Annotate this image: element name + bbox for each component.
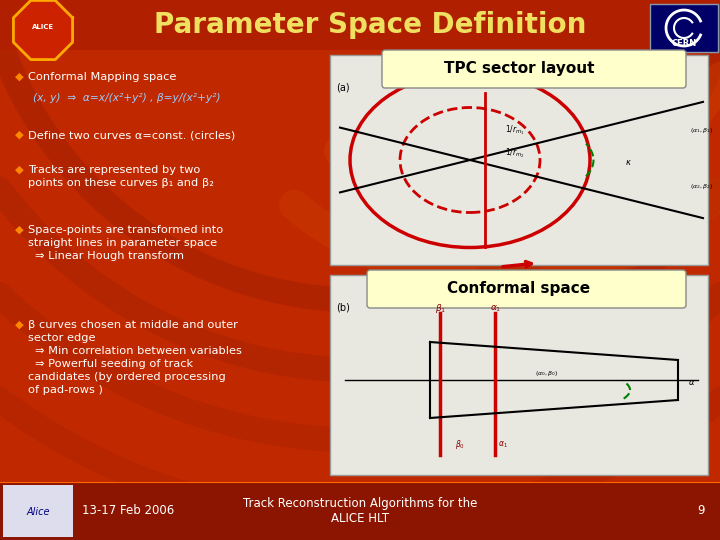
Text: $\beta_1$: $\beta_1$	[435, 302, 446, 315]
Text: Alice: Alice	[26, 507, 50, 517]
Text: Track Reconstruction Algorithms for the
ALICE HLT: Track Reconstruction Algorithms for the …	[243, 497, 477, 525]
Bar	[650, 4, 718, 52]
Text: $\alpha_1$: $\alpha_1$	[490, 304, 501, 314]
Bar	[3, 485, 73, 537]
Text: Space-points are transformed into: Space-points are transformed into	[28, 225, 223, 235]
Text: ⇒ Linear Hough transform: ⇒ Linear Hough transform	[35, 251, 184, 261]
Text: $\beta_0$: $\beta_0$	[455, 438, 465, 451]
Text: β curves chosen at middle and outer: β curves chosen at middle and outer	[28, 320, 238, 330]
Bar	[0, 0, 720, 50]
FancyBboxPatch shape	[382, 50, 686, 88]
Text: ◆: ◆	[15, 320, 24, 330]
Text: ⇒ Powerful seeding of track: ⇒ Powerful seeding of track	[35, 359, 193, 369]
Polygon shape	[14, 1, 73, 59]
Text: Conformal Mapping space: Conformal Mapping space	[28, 72, 176, 82]
Bar	[330, 55, 708, 265]
Text: (x, y)  ⇒  α=x/(x²+y²) , β=y/(x²+y²): (x, y) ⇒ α=x/(x²+y²) , β=y/(x²+y²)	[33, 93, 220, 103]
Text: (b): (b)	[336, 302, 350, 312]
FancyBboxPatch shape	[367, 270, 686, 308]
Text: $1/r_{m_2}$: $1/r_{m_2}$	[505, 146, 525, 159]
Text: ◆: ◆	[15, 225, 24, 235]
Text: of pad-rows ): of pad-rows )	[28, 385, 103, 395]
Text: $(\alpha_1,\beta_1)$: $(\alpha_1,\beta_1)$	[690, 126, 714, 135]
Text: ALICE: ALICE	[32, 24, 54, 30]
Text: ◆: ◆	[15, 72, 24, 82]
Text: CERN: CERN	[671, 38, 697, 48]
Text: sector edge: sector edge	[28, 333, 96, 343]
Text: straight lines in parameter space: straight lines in parameter space	[28, 238, 217, 248]
Text: $1/r_{m_1}$: $1/r_{m_1}$	[505, 123, 525, 137]
Text: TPC sector layout: TPC sector layout	[444, 60, 594, 76]
Text: $\alpha$: $\alpha$	[688, 378, 696, 387]
Text: points on these curves β₁ and β₂: points on these curves β₁ and β₂	[28, 178, 214, 188]
Text: 13-17 Feb 2006: 13-17 Feb 2006	[82, 504, 174, 517]
Bar	[0, 482, 720, 540]
Text: 9: 9	[698, 504, 705, 517]
Text: $(\alpha_0,\beta_0)$: $(\alpha_0,\beta_0)$	[535, 369, 559, 378]
Text: ◆: ◆	[15, 130, 24, 140]
Text: $(\alpha_2,\beta_2)$: $(\alpha_2,\beta_2)$	[690, 182, 714, 191]
Text: ◆: ◆	[15, 165, 24, 175]
Text: $\alpha_1$: $\alpha_1$	[498, 440, 508, 450]
Text: (a): (a)	[336, 82, 350, 92]
Text: Parameter Space Definition: Parameter Space Definition	[154, 11, 586, 39]
Bar	[330, 275, 708, 475]
Text: candidates (by ordered processing: candidates (by ordered processing	[28, 372, 226, 382]
Text: Define two curves α=const. (circles): Define two curves α=const. (circles)	[28, 130, 235, 140]
Text: Tracks are represented by two: Tracks are represented by two	[28, 165, 200, 175]
Text: $\kappa$: $\kappa$	[625, 158, 632, 167]
Text: ⇒ Min correlation between variables: ⇒ Min correlation between variables	[35, 346, 242, 356]
Text: Conformal space: Conformal space	[447, 280, 590, 295]
